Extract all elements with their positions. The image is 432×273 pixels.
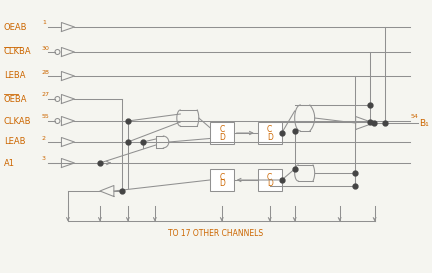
Text: TO 17 OTHER CHANNELS: TO 17 OTHER CHANNELS [168, 229, 264, 238]
Text: D: D [219, 132, 225, 141]
Text: A1: A1 [4, 159, 15, 168]
Text: 55: 55 [42, 114, 50, 120]
Text: D: D [267, 180, 273, 188]
Text: D: D [267, 132, 273, 141]
Text: LEBA: LEBA [4, 72, 25, 81]
Text: C: C [219, 173, 224, 182]
Text: 54: 54 [410, 114, 419, 118]
Text: 3: 3 [42, 156, 46, 162]
Text: OEAB: OEAB [4, 22, 28, 31]
Bar [210, 122, 234, 144]
Circle shape [55, 118, 60, 123]
Text: LEAB: LEAB [4, 138, 25, 147]
Text: 2: 2 [42, 135, 46, 141]
Text: 1: 1 [42, 20, 46, 25]
Circle shape [55, 49, 60, 55]
Text: CLKAB: CLKAB [4, 117, 32, 126]
Bar [258, 169, 282, 191]
Text: C: C [267, 173, 272, 182]
Text: B₁: B₁ [419, 118, 429, 127]
Text: D: D [219, 180, 225, 188]
Text: C: C [219, 126, 224, 135]
Text: 30: 30 [42, 46, 50, 51]
Text: 28: 28 [42, 70, 50, 75]
Bar [258, 122, 282, 144]
Text: CLKBA: CLKBA [4, 48, 32, 57]
Circle shape [55, 96, 60, 102]
Text: OEBA: OEBA [4, 94, 28, 103]
Bar [210, 169, 234, 191]
Text: C: C [267, 126, 272, 135]
Text: 27: 27 [42, 93, 50, 97]
